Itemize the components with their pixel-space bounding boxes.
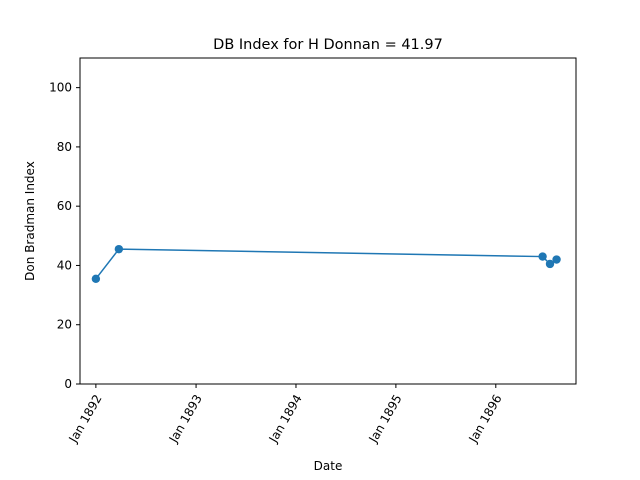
data-point [552, 255, 561, 264]
y-tick-label: 80 [57, 140, 72, 154]
y-tick-label: 60 [57, 199, 72, 213]
chart-title: DB Index for H Donnan = 41.97 [213, 37, 443, 53]
y-tick-label: 40 [57, 258, 72, 272]
y-tick-label: 20 [57, 318, 72, 332]
data-point [545, 259, 555, 269]
x-axis-label: Date [314, 459, 343, 473]
plot-frame [79, 57, 577, 385]
data-point [538, 252, 547, 261]
y-tick-label: 0 [64, 377, 72, 391]
data-point [91, 274, 101, 283]
data-point [114, 244, 124, 254]
y-axis-label: Don Bradman Index [23, 161, 37, 281]
y-tick-label: 100 [49, 81, 72, 95]
